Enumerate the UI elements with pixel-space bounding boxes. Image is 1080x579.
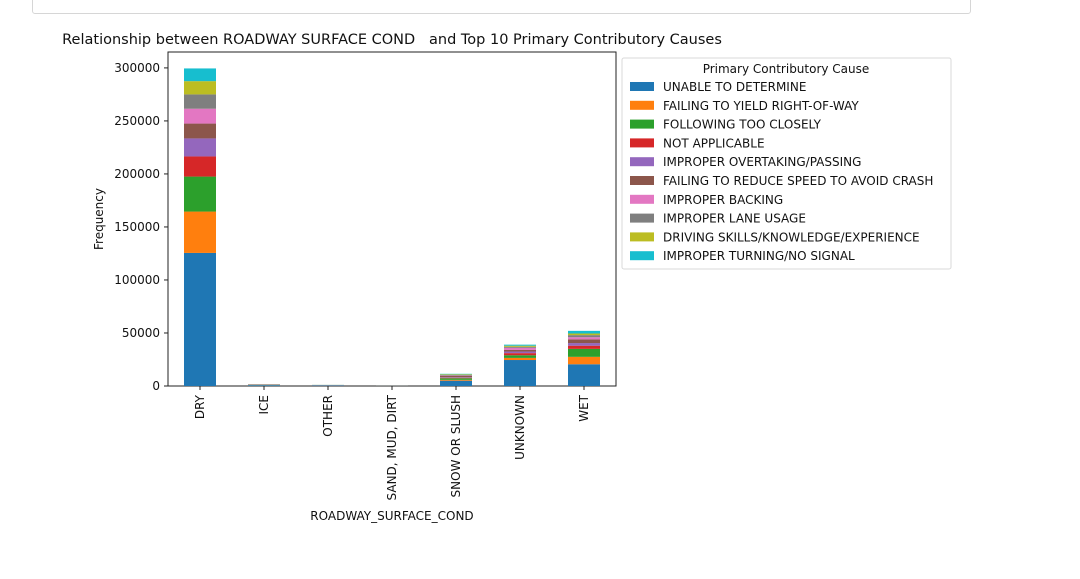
legend-swatch (630, 119, 654, 129)
bar-segment (504, 360, 536, 386)
y-axis-label: Frequency (92, 188, 106, 250)
legend-entry-label: FAILING TO YIELD RIGHT-OF-WAY (663, 99, 859, 113)
legend-swatch (630, 232, 654, 242)
bar-segment (184, 108, 216, 124)
bar-segment (184, 81, 216, 95)
bar-segment (568, 335, 600, 338)
y-tick-label: 150000 (114, 220, 160, 234)
bar-segment (568, 330, 600, 334)
bar-segment (184, 68, 216, 82)
x-tick-label: SAND, MUD, DIRT (385, 394, 399, 500)
bar-segment (568, 348, 600, 357)
x-axis-label: ROADWAY_SURFACE_COND (310, 509, 473, 523)
legend-entry-label: FOLLOWING TOO CLOSELY (663, 118, 822, 132)
legend: Primary Contributory Cause UNABLE TO DET… (621, 57, 952, 270)
bar-segment (568, 337, 600, 340)
bar-segment (440, 379, 472, 381)
legend-swatch (630, 176, 654, 185)
bar-segment (184, 252, 216, 386)
notebook-output-cell (32, 0, 971, 14)
y-tick-label: 300000 (114, 61, 160, 75)
bar-segment (440, 374, 472, 375)
bar-segment (184, 156, 216, 177)
legend-swatch (630, 157, 654, 167)
y-tick-label: 100000 (114, 273, 160, 287)
bar-segment (568, 345, 600, 349)
bar-segment (440, 375, 472, 378)
bar-segment (504, 347, 536, 350)
x-tick-label: UNKNOWN (513, 395, 527, 460)
bar-segment (504, 344, 536, 346)
bar-segment (568, 333, 600, 336)
bar-segment (440, 373, 472, 375)
legend-swatch (630, 194, 654, 204)
bar-segment (504, 357, 536, 361)
y-tick-label: 50000 (122, 326, 160, 340)
legend-frame (621, 57, 952, 270)
y-tick-label: 250000 (114, 114, 160, 128)
legend-entry-label: IMPROPER LANE USAGE (663, 212, 806, 226)
legend-entry-label: IMPROPER TURNING/NO SIGNAL (663, 249, 855, 263)
bar-segment (184, 94, 216, 109)
legend-swatch (630, 138, 654, 148)
bar-segment (504, 355, 536, 358)
bar-segment (440, 378, 472, 380)
bar-segment (184, 138, 216, 157)
legend-swatch (630, 82, 654, 91)
bar-segment (568, 364, 600, 386)
legend-entry-label: DRIVING SKILLS/KNOWLEDGE/EXPERIENCE (663, 230, 920, 244)
legend-entry-label: IMPROPER OVERTAKING/PASSING (663, 155, 861, 169)
bar-segment (504, 351, 536, 354)
y-axis: 0 50000 100000 150000 200000 250000 300000 (114, 61, 168, 393)
bar-segment (248, 385, 280, 386)
legend-swatch (630, 251, 654, 261)
y-tick-label: 200000 (114, 167, 160, 181)
x-tick-label: SNOW OR SLUSH (449, 395, 463, 497)
x-tick-label: WET (577, 394, 591, 421)
bar-segment (184, 176, 216, 212)
x-tick-label: ICE (257, 395, 271, 415)
bar-segment (312, 385, 344, 386)
chart-title: Relationship between ROADWAY SURFACE CON… (62, 32, 722, 48)
x-axis: DRY ICE OTHER SAND, MUD, DIRT SNOW OR SLUSH U… (193, 386, 591, 500)
legend-entry-label: IMPROPER BACKING (663, 193, 783, 207)
bar-segment (568, 356, 600, 365)
bar-segment (504, 353, 536, 356)
x-tick-label: OTHER (321, 395, 335, 437)
legend-swatch (630, 100, 654, 110)
legend-swatch (630, 213, 654, 223)
bar-segment (184, 123, 216, 139)
bar-segment (504, 345, 536, 347)
bars-group (184, 68, 600, 386)
bar-segment (440, 377, 472, 378)
legend-entry-label: FAILING TO REDUCE SPEED TO AVOID CRASH (663, 174, 933, 188)
plot-area-frame (167, 51, 617, 387)
bar-segment (568, 339, 600, 344)
legend-entry-label: UNABLE TO DETERMINE (663, 80, 806, 94)
bar-segment (184, 211, 216, 253)
bar-segment (568, 343, 600, 346)
y-tick-label: 0 (152, 379, 160, 393)
legend-entry-label: NOT APPLICABLE (663, 136, 765, 150)
bar-segment (440, 380, 472, 386)
bar-segment (504, 346, 536, 348)
bar-segment (504, 349, 536, 352)
x-tick-label: DRY (193, 394, 207, 419)
legend-title: Primary Contributory Cause (703, 62, 870, 76)
